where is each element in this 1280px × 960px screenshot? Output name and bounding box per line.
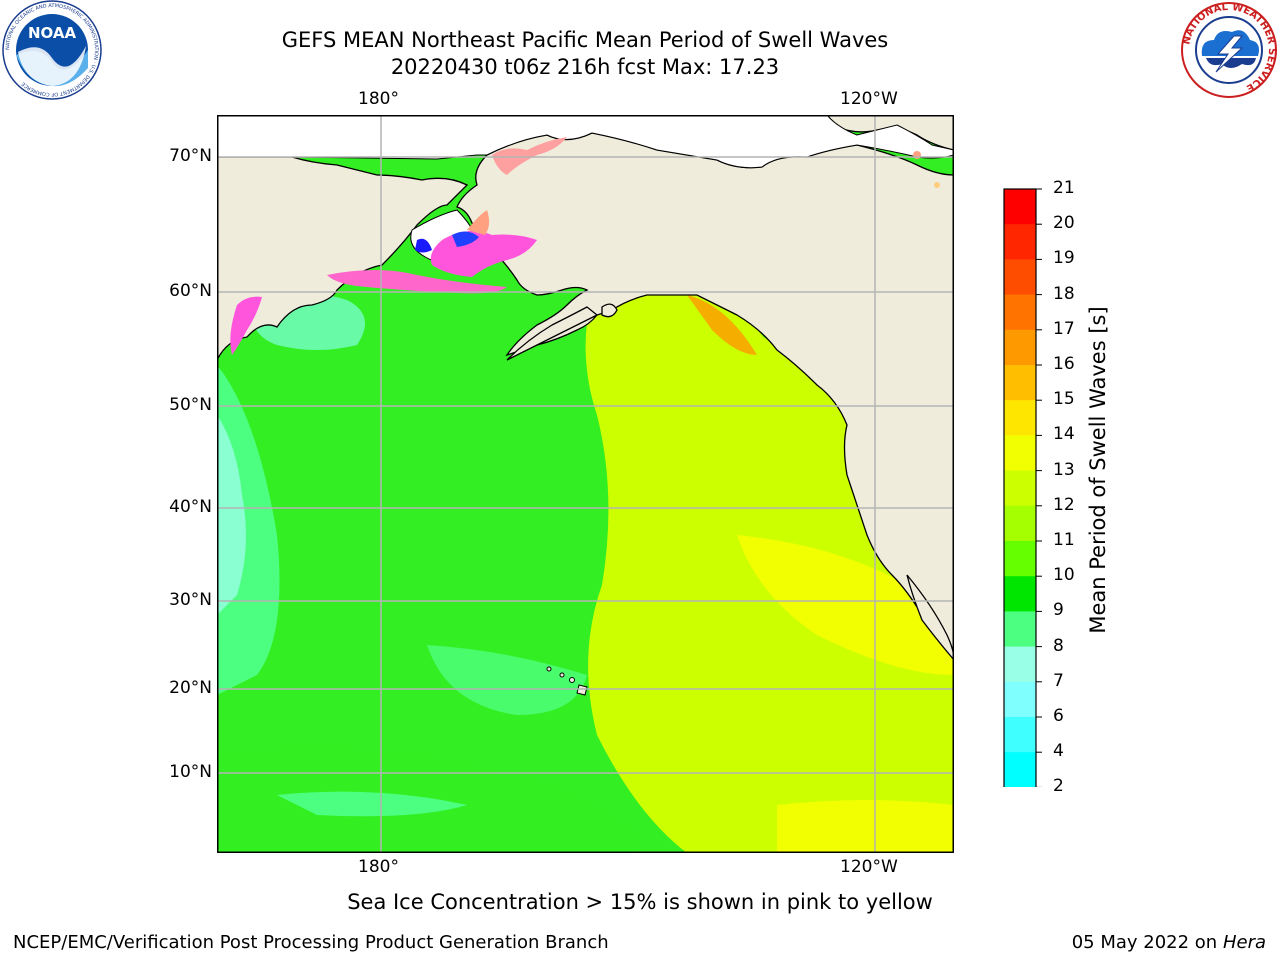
swell-period-map <box>217 115 954 853</box>
colorbar-tick-label: 19 <box>1053 248 1075 269</box>
colorbar <box>1003 188 1042 787</box>
colorbar-tick-label: 17 <box>1053 318 1075 339</box>
lat-tick-30n: 30°N <box>169 590 212 610</box>
colorbar-segment <box>1004 717 1036 753</box>
hawaiian-islands <box>546 666 588 696</box>
colorbar-segment <box>1004 294 1036 331</box>
colorbar-tick-label: 2 <box>1053 776 1064 797</box>
colorbar-tick-label: 9 <box>1053 600 1064 621</box>
kodiak-island <box>601 303 618 318</box>
lat-tick-50n: 50°N <box>169 395 212 415</box>
colorbar-title: Mean Period of Swell Waves [s] <box>1086 306 1110 634</box>
footer-host: Hera <box>1222 932 1266 953</box>
lat-tick-70n: 70°N <box>169 146 212 166</box>
lat-tick-20n: 20°N <box>169 678 212 698</box>
footer-date: 05 May 2022 on Hera <box>1072 932 1266 953</box>
colorbar-segment <box>1004 611 1036 648</box>
colorbar-tick-label: 11 <box>1053 530 1075 550</box>
colorbar-segment <box>1004 259 1036 296</box>
colorbar-tick-label: 20 <box>1053 213 1075 234</box>
colorbar-segment <box>1004 681 1036 718</box>
colorbar-segment <box>1004 329 1036 366</box>
lat-tick-10n: 10°N <box>169 762 212 782</box>
nws-logo: NATIONAL WEATHER SERVICE <box>1181 2 1277 98</box>
south-mid-period-strip <box>277 791 467 817</box>
lon-tick-120w-bottom: 120°W <box>840 857 898 877</box>
sea-ice-overlay <box>230 137 940 355</box>
plot-subtitle: 20220430 t06z 216h fcst Max: 17.23 <box>390 55 780 79</box>
colorbar-segment <box>1004 541 1036 577</box>
west-mid-period-region <box>217 365 280 695</box>
east-longest-period-region <box>737 535 954 675</box>
west-short-period-region <box>217 415 246 615</box>
colorbar-tick-label: 15 <box>1053 389 1075 410</box>
colorbar-segment <box>1004 470 1036 507</box>
colorbar-segment <box>1004 400 1036 436</box>
noaa-logo-text: NOAA <box>28 24 77 42</box>
colorbar-segment <box>1004 224 1036 260</box>
alaska-peninsula <box>506 306 599 361</box>
lat-tick-60n: 60°N <box>169 281 212 301</box>
south-longest-period-region <box>777 800 954 853</box>
colorbar-tick-label: 18 <box>1053 283 1075 304</box>
plot-title: GEFS MEAN Northeast Pacific Mean Period … <box>281 28 889 52</box>
colorbar-tick-label: 16 <box>1053 354 1075 374</box>
colorbar-tick-label: 10 <box>1053 565 1075 586</box>
colorbar-segment <box>1004 646 1036 683</box>
siberia-land <box>217 115 469 361</box>
gulf-of-alaska-orange <box>687 295 757 355</box>
lon-tick-120w-top: 120°W <box>840 89 898 109</box>
arctic-ocean-white <box>217 115 954 169</box>
footer-date-text: 05 May 2022 on <box>1071 932 1218 953</box>
colorbar-segment <box>1004 365 1036 401</box>
colorbar-tick-label: 12 <box>1053 494 1075 515</box>
colorbar-segment <box>1004 576 1036 612</box>
lon-tick-180-bottom: 180° <box>358 857 399 877</box>
lon-tick-180-top: 180° <box>358 89 399 109</box>
colorbar-tick-label: 7 <box>1053 670 1064 691</box>
colorbar-segment <box>1004 435 1036 472</box>
colorbar-segment <box>1004 189 1036 225</box>
colorbar-tick-label: 8 <box>1053 635 1064 656</box>
sea-ice-caption: Sea Ice Concentration > 15% is shown in … <box>347 890 933 914</box>
map-gridlines <box>217 115 954 853</box>
lat-tick-40n: 40°N <box>169 497 212 517</box>
colorbar-tick-label: 13 <box>1053 459 1075 480</box>
colorbar-tick-label: 21 <box>1053 178 1075 198</box>
noaa-logo: NOAA NATIONAL OCEANIC AND ATMOSPHERIC AD… <box>2 0 102 100</box>
colorbar-tick-label: 4 <box>1053 741 1064 762</box>
colorbar-segment <box>1004 505 1036 542</box>
land-masses <box>217 115 954 662</box>
hawaii-mid-period-region <box>427 645 587 715</box>
footer-credit: NCEP/EMC/Verification Post Processing Pr… <box>13 932 609 953</box>
colorbar-tick-label: 6 <box>1053 706 1064 726</box>
colorbar-tick-label: 14 <box>1053 424 1075 445</box>
colorbar-segment <box>1004 752 1036 787</box>
gulf-of-alaska-long-period <box>657 295 777 375</box>
